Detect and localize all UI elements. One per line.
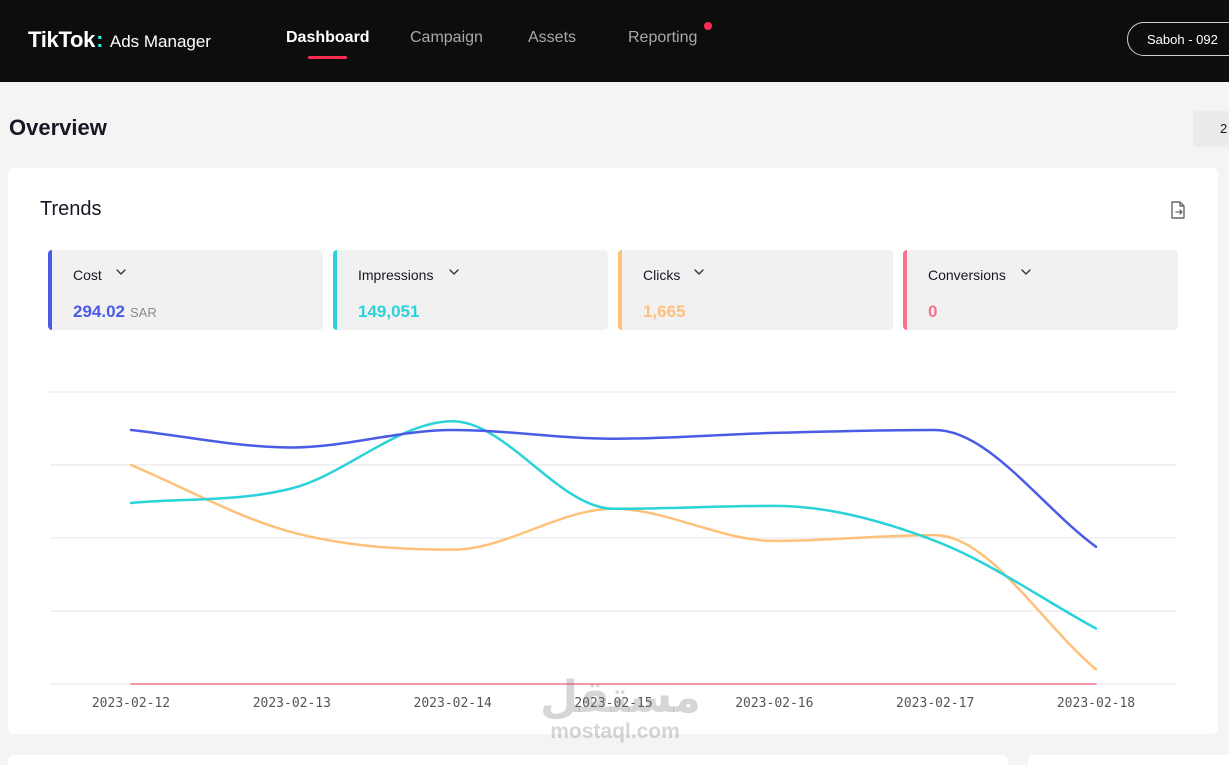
date-range-button[interactable]: 2 [1193, 111, 1229, 147]
reporting-notification-dot [704, 22, 712, 30]
x-tick-label: 2023-02-16 [735, 696, 813, 711]
export-file-icon[interactable] [1170, 201, 1186, 219]
series-line-cost[interactable] [129, 428, 1098, 549]
trends-title: Trends [40, 198, 102, 220]
x-tick-label: 2023-02-17 [896, 696, 974, 711]
x-tick-label: 2023-02-14 [414, 696, 492, 711]
logo-brand: TikTok [28, 27, 96, 52]
page-title: Overview [9, 115, 107, 140]
chevron-down-icon[interactable] [448, 266, 460, 278]
tiktok-ads-manager-logo[interactable]: TikTok: Ads Manager [28, 27, 211, 53]
metric-color-bar [903, 250, 907, 330]
metric-value: 1,665 [643, 302, 686, 321]
x-tick-label: 2023-02-13 [253, 696, 331, 711]
metric-label: Cost [73, 267, 102, 283]
metric-card-conversions[interactable]: Conversions 0 [903, 250, 1178, 330]
nav-campaign[interactable]: Campaign [410, 29, 483, 46]
chevron-down-icon[interactable] [115, 266, 127, 278]
logo-product: Ads Manager [109, 32, 211, 51]
metric-label: Conversions [928, 267, 1006, 283]
account-switcher[interactable]: Saboh - 092 [1127, 22, 1229, 56]
logo-colon: : [96, 27, 104, 52]
metric-unit: SAR [130, 305, 157, 320]
series-line-impressions[interactable] [129, 419, 1098, 630]
metric-color-bar [333, 250, 337, 330]
metric-label: Impressions [358, 267, 434, 283]
top-navigation-bar: TikTok: Ads Manager Dashboard Campaign A… [0, 0, 1229, 82]
metric-card-clicks[interactable]: Clicks 1,665 [618, 250, 893, 330]
x-tick-label: 2023-02-12 [92, 696, 170, 711]
metric-value: 0 [928, 302, 938, 321]
nav-active-indicator [308, 56, 347, 59]
series-line-clicks[interactable] [129, 463, 1098, 671]
metric-color-bar [618, 250, 622, 330]
x-tick-label: 2023-02-15 [574, 696, 652, 711]
metric-value: 149,051 [358, 302, 420, 321]
nav-reporting[interactable]: Reporting [628, 29, 698, 46]
chevron-down-icon[interactable] [693, 266, 705, 278]
nav-dashboard[interactable]: Dashboard [286, 29, 370, 46]
x-tick-label: 2023-02-18 [1057, 696, 1135, 711]
nav-assets[interactable]: Assets [528, 29, 577, 46]
metric-value-row: 294.02 SAR [73, 302, 157, 322]
metric-label: Clicks [643, 267, 681, 283]
metric-value: 294.02 [73, 302, 125, 321]
chevron-down-icon[interactable] [1020, 266, 1032, 278]
side-card [1028, 755, 1229, 765]
metric-color-bar [48, 250, 52, 330]
next-card [8, 755, 1008, 765]
metric-card-impressions[interactable]: Impressions 149,051 [333, 250, 608, 330]
metric-card-cost[interactable]: Cost 294.02 SAR [48, 250, 323, 330]
